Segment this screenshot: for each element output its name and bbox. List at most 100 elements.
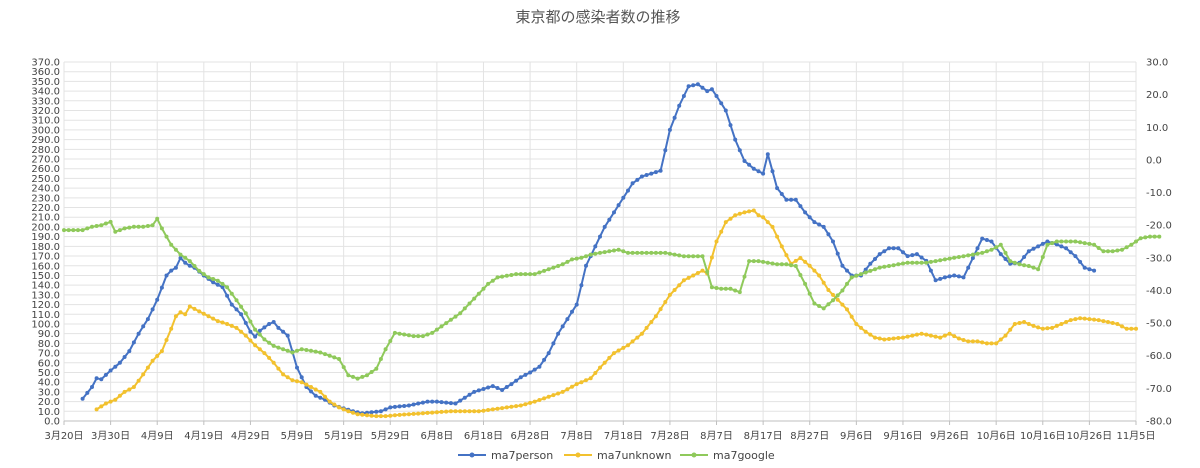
data-point-ma7unknown [1096, 318, 1101, 323]
data-point-ma7person [705, 89, 710, 94]
data-point-ma7google [1106, 249, 1110, 254]
data-point-ma7google [80, 228, 85, 233]
data-point-ma7google [770, 261, 775, 266]
data-point-ma7unknown [579, 380, 584, 385]
data-point-ma7google [877, 265, 882, 270]
data-point-ma7google [952, 255, 957, 260]
data-point-ma7person [518, 375, 523, 380]
data-point-ma7person [584, 263, 588, 268]
data-point-ma7unknown [103, 401, 108, 406]
data-point-ma7person [630, 181, 635, 186]
data-point-ma7person [901, 250, 905, 255]
data-point-ma7google [723, 286, 728, 291]
x-tick-label: 7月8日 [560, 430, 593, 442]
data-point-ma7person [225, 293, 230, 298]
data-point-ma7google [164, 234, 169, 239]
data-point-ma7google [761, 259, 766, 264]
data-point-ma7google [430, 330, 435, 335]
left-tick-label: 340.0 [31, 87, 60, 98]
data-point-ma7google [966, 253, 971, 258]
data-point-ma7google [570, 257, 574, 262]
x-tick-label: 4月9日 [141, 430, 174, 442]
data-point-ma7unknown [434, 410, 439, 415]
left-tick-label: 0.0 [44, 417, 60, 428]
left-tick-label: 100.0 [31, 319, 60, 330]
data-point-ma7person [136, 331, 141, 336]
data-point-ma7unknown [677, 283, 682, 288]
legend: ma7person ma7unknown ma7google [458, 449, 775, 462]
data-point-ma7unknown [1087, 317, 1092, 322]
data-point-ma7unknown [956, 336, 961, 341]
data-point-ma7person [812, 220, 817, 225]
data-point-ma7unknown [1054, 323, 1059, 328]
data-point-ma7google [271, 343, 276, 348]
data-point-ma7unknown [439, 409, 444, 414]
data-point-ma7google [1059, 239, 1064, 244]
data-point-ma7unknown [500, 406, 505, 411]
data-point-ma7unknown [626, 343, 630, 348]
data-point-ma7unknown [341, 407, 346, 412]
data-point-ma7google [1096, 246, 1101, 250]
data-point-ma7google [667, 251, 672, 256]
data-point-ma7unknown [94, 407, 99, 412]
data-point-ma7unknown [425, 410, 430, 415]
data-point-ma7unknown [719, 229, 724, 234]
data-point-ma7unknown [453, 409, 458, 414]
data-point-ma7person [369, 410, 374, 415]
left-tick-label: 50.0 [38, 368, 60, 379]
data-point-ma7person [747, 162, 752, 167]
data-point-ma7person [397, 404, 402, 409]
data-point-ma7person [905, 254, 910, 259]
data-point-ma7person [798, 204, 803, 209]
data-point-ma7google [919, 260, 924, 265]
data-point-ma7google [733, 288, 738, 293]
data-point-ma7google [220, 281, 225, 286]
data-point-ma7unknown [346, 409, 351, 414]
left-tick-label: 250.0 [31, 174, 60, 185]
data-point-ma7unknown [1115, 322, 1120, 326]
data-point-ma7unknown [793, 258, 798, 263]
data-point-ma7google [103, 221, 108, 226]
x-tick-label: 3月20日 [44, 430, 83, 442]
data-point-ma7unknown [192, 306, 197, 311]
data-point-ma7person [556, 331, 561, 336]
data-point-ma7google [486, 281, 491, 286]
data-point-ma7unknown [462, 409, 467, 414]
data-point-ma7unknown [155, 354, 160, 358]
x-tick-label: 7月28日 [650, 430, 689, 442]
data-point-ma7unknown [854, 322, 859, 326]
data-point-ma7person [173, 265, 178, 270]
data-point-ma7unknown [863, 329, 868, 334]
data-point-ma7google [248, 319, 253, 324]
data-point-ma7unknown [299, 380, 304, 385]
data-point-ma7unknown [952, 334, 957, 339]
data-point-ma7unknown [616, 348, 621, 353]
data-point-ma7unknown [290, 378, 295, 383]
data-point-ma7google [700, 254, 705, 259]
data-point-ma7google [481, 286, 486, 291]
data-point-ma7person [425, 399, 430, 404]
data-point-ma7person [476, 388, 481, 393]
left-tick-label: 20.0 [38, 397, 60, 408]
data-point-ma7person [733, 137, 738, 142]
data-point-ma7google [253, 327, 258, 332]
x-tick-label: 8月7日 [700, 430, 733, 442]
data-point-ma7google [99, 223, 104, 228]
data-point-ma7unknown [919, 331, 924, 336]
data-point-ma7unknown [966, 339, 971, 344]
data-point-ma7unknown [127, 387, 132, 392]
left-axis-ticks: 0.010.020.030.040.050.060.070.080.090.01… [31, 58, 60, 428]
data-point-ma7unknown [989, 341, 994, 346]
data-point-ma7google [849, 275, 854, 280]
data-point-ma7unknown [164, 338, 169, 342]
data-point-ma7google [122, 226, 127, 231]
data-point-ma7unknown [630, 339, 635, 344]
data-point-ma7google [989, 247, 994, 252]
data-point-ma7google [318, 350, 323, 355]
data-point-ma7person [998, 252, 1003, 257]
x-tick-label: 9月6日 [840, 430, 873, 442]
data-point-ma7person [145, 317, 150, 322]
data-point-ma7person [831, 239, 835, 244]
left-tick-label: 330.0 [31, 96, 60, 107]
